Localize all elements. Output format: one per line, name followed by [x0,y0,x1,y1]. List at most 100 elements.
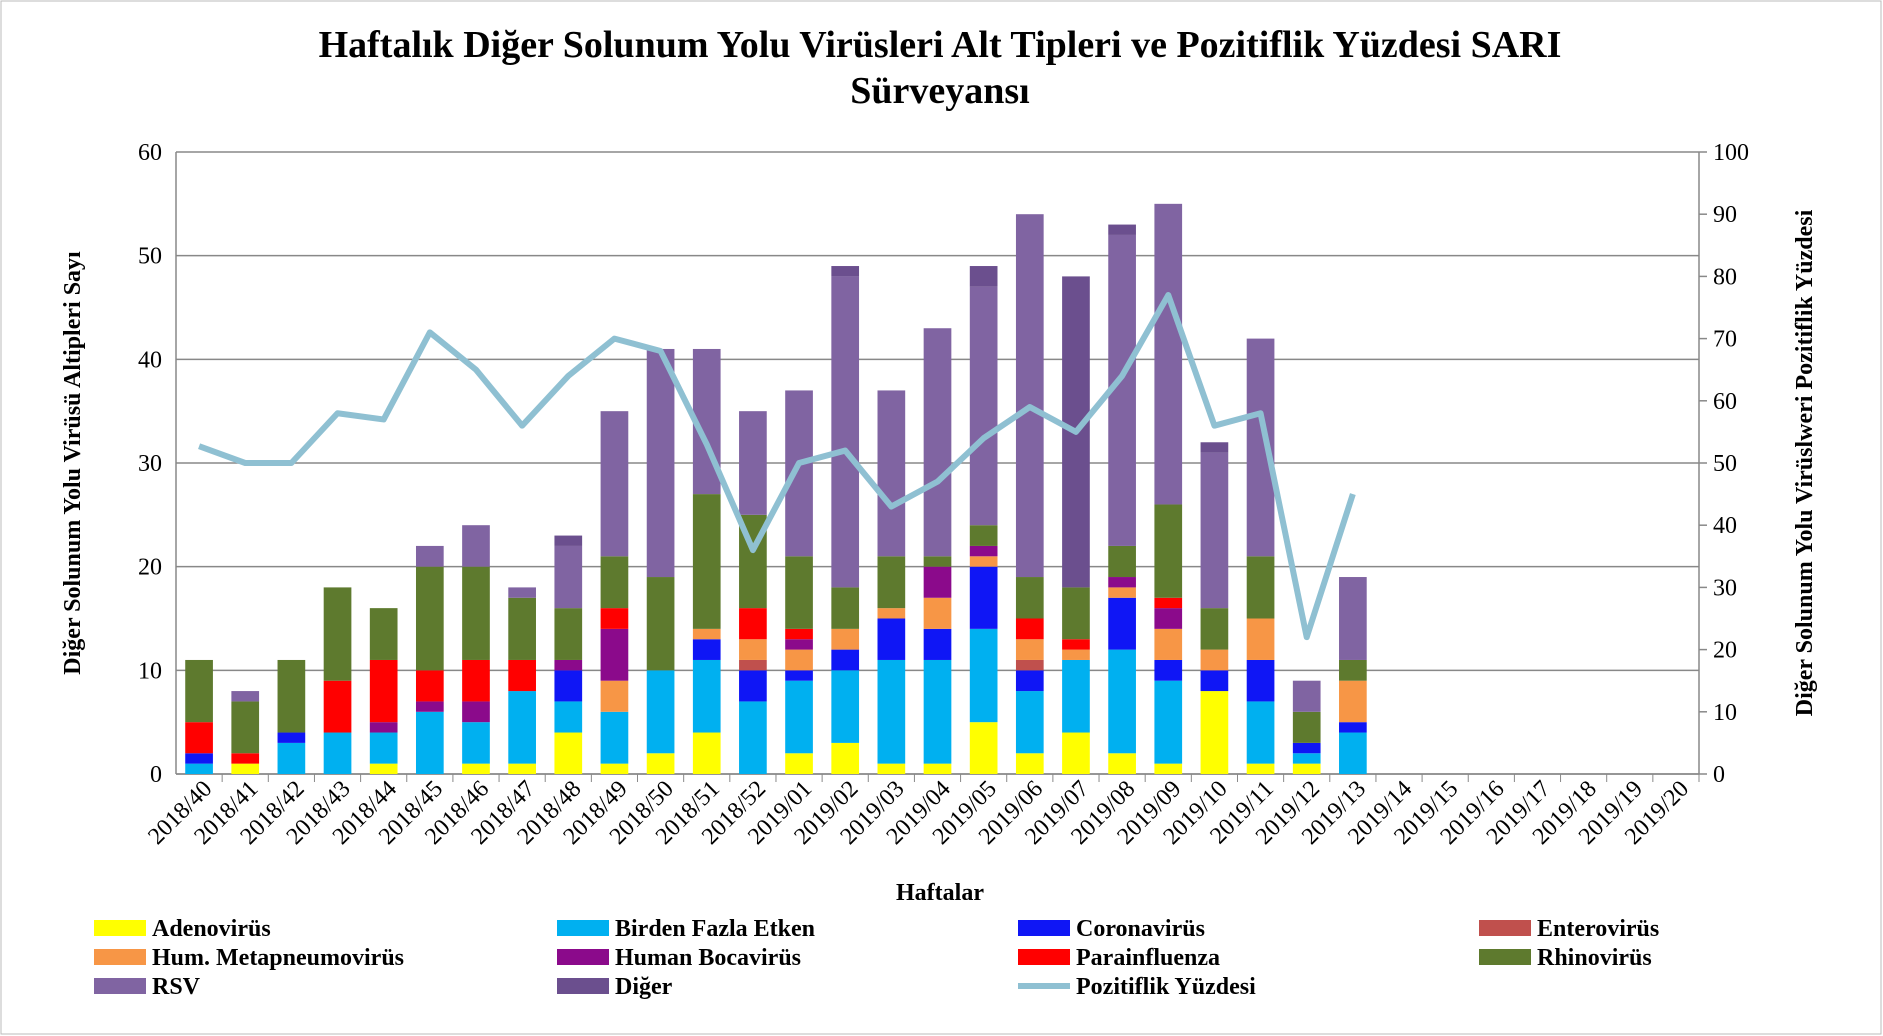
y2-tick-label: 0 [1713,762,1725,788]
bar-segment [1200,608,1229,650]
bar-segment [600,411,629,557]
bar-segment [554,535,583,546]
bar-segment [785,628,813,640]
bar-segment [600,628,629,681]
bar-segment [185,753,213,764]
bar-segment [1154,203,1183,505]
bar-segment [692,732,721,774]
y-tick-label: 0 [150,762,162,788]
bar-segment [1108,224,1136,235]
legend-label: Diğer [615,974,673,1000]
bar-segment [831,742,860,774]
bar-segment [1339,659,1367,681]
bar-segment [1015,753,1044,774]
bar-segment [877,390,906,557]
bar-segment [739,639,767,660]
bar-segment [1200,452,1229,609]
bar-segment [785,680,813,754]
legend-label: RSV [152,974,201,1000]
bar-segment [969,525,998,546]
bar-segment [1108,587,1136,598]
bar-segment [1154,628,1183,660]
bar-segment [231,701,260,754]
y-tick-label: 30 [138,451,162,477]
bar-segment [185,659,213,723]
bar-segment [1015,214,1044,578]
bar-segment [554,545,583,609]
bar-segment [739,701,767,774]
bar-segment [692,639,721,660]
bar-segment [1200,691,1229,774]
bar-segment [785,556,813,629]
bar-segment [877,556,906,609]
bar-segment [923,328,952,557]
legend-swatch [94,920,146,936]
bar-segment [1200,442,1229,453]
bar-segment [1292,763,1321,774]
bar-segment [1062,649,1090,660]
bar-segment [877,618,906,660]
bar-segment [1015,659,1044,671]
bar-segment [1154,597,1183,609]
legend-swatch [1479,949,1531,965]
legend-label: Human Bocavirüs [615,945,801,971]
bar-segment [646,577,675,671]
bar-segment [923,628,952,660]
x-axis-title: Haftalar [896,880,984,906]
bar-segment [1108,753,1136,774]
bar-segment [600,556,629,609]
bar-segment [1292,742,1321,754]
bar-segment [969,722,998,774]
y2-tick-label: 40 [1713,513,1737,539]
bar-segment [508,597,536,660]
bar-segment [1292,753,1321,764]
bar-segment [1108,649,1136,754]
bar-segment [692,494,721,629]
bar-segment [1246,701,1275,764]
chart-title: Haftalık Diğer Solunum Yolu Virüsleri Al… [318,24,1562,112]
bar-segment [508,763,536,774]
bar-segment [1292,711,1321,743]
bar-segment [415,566,444,671]
bar-segment [877,608,906,619]
bar-segment [831,587,860,629]
bar-segment [369,763,398,774]
bar-segment [1015,577,1044,619]
legend-swatch [1018,920,1070,936]
bar-segment [1246,659,1275,702]
bar-segment [785,753,813,774]
legend-swatch [557,978,609,994]
bar-segment [739,411,767,515]
bar-segment [462,659,490,702]
y2-tick-label: 50 [1713,451,1737,477]
bar-segment [1154,504,1183,598]
bar-segment [831,628,860,650]
bar-segment [877,763,906,774]
bar-segment [369,732,398,764]
y2-tick-label: 30 [1713,575,1737,601]
bar-segment [554,608,583,660]
y-tick-label: 60 [138,140,162,166]
bar-segment [785,639,813,650]
y-tick-label: 50 [138,244,162,270]
bar-segment [1339,722,1367,733]
legend-swatch [94,978,146,994]
bar-segment [969,628,998,723]
bar-segment [1200,649,1229,671]
bar-segment [600,680,629,712]
bar-segment [231,763,260,774]
bar-segment [646,670,675,754]
bar-segment [415,711,444,774]
bar-segment [1200,670,1229,692]
bar-segment [785,649,813,671]
bar-segment [1339,732,1367,774]
legend-label: Adenovirüs [152,916,271,942]
bar-segment [600,711,629,764]
bar-segment [785,670,813,681]
bar-segment [462,763,490,774]
legend-swatch [94,949,146,965]
bar-segment [1108,577,1136,588]
bar-segment [508,659,536,692]
bar-segment [600,608,629,629]
